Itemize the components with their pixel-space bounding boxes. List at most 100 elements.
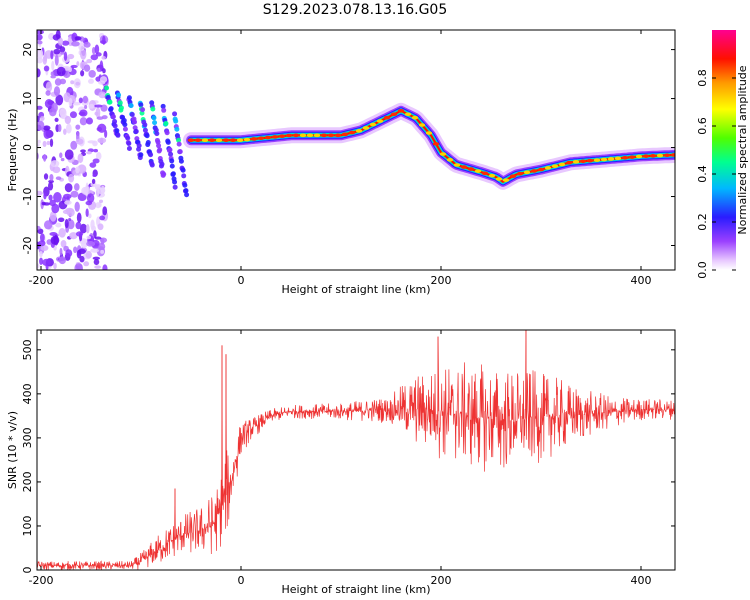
noise-blob — [54, 117, 59, 122]
ridge-core — [670, 153, 675, 157]
noise-blob — [86, 59, 93, 64]
noise-blob — [43, 192, 47, 200]
streak-blob — [148, 152, 154, 158]
snr-x-tick-label: 0 — [238, 574, 245, 587]
snr-x-tick-label: 400 — [631, 574, 652, 587]
noise-blob — [48, 194, 53, 201]
ridge-core — [341, 132, 349, 137]
streak-blob — [117, 100, 123, 106]
ridge-core — [201, 138, 209, 143]
noise-blob — [57, 217, 65, 223]
ridge-core — [194, 138, 202, 143]
noise-blob — [39, 257, 43, 265]
noise-blob — [64, 200, 72, 205]
noise-blob — [97, 137, 107, 144]
noise-blob — [75, 166, 80, 174]
noise-blob — [51, 203, 60, 214]
noise-blob — [37, 34, 43, 41]
noise-blob — [69, 232, 78, 240]
ridge-core — [509, 174, 517, 178]
streak-blob — [182, 182, 188, 188]
noise-blob — [65, 207, 74, 213]
streak-blob — [142, 122, 148, 128]
streak-blob — [156, 143, 162, 149]
figure-title: S129.2023.078.13.16.G05 — [263, 2, 448, 18]
noise-blob — [45, 90, 51, 96]
noise-blob — [43, 173, 49, 180]
ridge-core — [257, 136, 265, 141]
noise-blob — [64, 149, 74, 160]
noise-blob — [37, 190, 43, 196]
noise-blob — [53, 192, 62, 203]
streak-blob — [172, 184, 178, 190]
noise-blob — [43, 220, 53, 230]
noise-blob — [78, 111, 86, 116]
noise-blob — [43, 65, 50, 72]
ridge-core — [264, 135, 272, 140]
snr-marks — [37, 330, 675, 570]
ridge-core — [495, 177, 503, 181]
streak-blob — [178, 158, 184, 164]
colorbar-tick-label: 0.4 — [696, 165, 709, 183]
streak-blob — [138, 152, 144, 158]
ridge-core — [271, 135, 279, 139]
ridge-core — [530, 169, 538, 173]
streak-blob — [163, 120, 169, 126]
noise-blob — [79, 117, 88, 126]
noise-blob — [90, 54, 99, 61]
ridge-core — [544, 166, 552, 170]
streak-blob — [104, 85, 110, 91]
streak-blob — [183, 188, 189, 194]
streak-blob — [157, 147, 163, 153]
noise-blob — [90, 248, 99, 253]
ridge-core — [369, 122, 377, 127]
streak-blob — [133, 128, 139, 134]
noise-blob — [100, 249, 105, 254]
streak-blob — [132, 119, 138, 125]
noise-blob — [50, 71, 55, 76]
noise-blob — [80, 240, 88, 249]
noise-blob — [80, 149, 86, 153]
ridge-core — [390, 112, 398, 117]
noise-blob — [44, 99, 54, 109]
ridge-core — [663, 153, 671, 158]
ridge-core — [404, 112, 412, 117]
noise-blob — [39, 250, 43, 258]
streak-blob — [172, 179, 178, 185]
noise-blob — [99, 199, 104, 203]
noise-blob — [86, 193, 95, 203]
streak-blob — [165, 139, 171, 145]
heatmap-x-tick-label: 0 — [238, 274, 245, 287]
streak-blob — [177, 149, 183, 155]
streak-blob — [118, 105, 124, 111]
ridge-core — [600, 157, 608, 162]
noise-blob — [47, 181, 54, 191]
noise-blob — [75, 231, 84, 237]
ridge-core — [292, 133, 300, 138]
streak-blob — [161, 171, 167, 177]
ridge-core — [649, 154, 657, 158]
noise-blob — [65, 249, 73, 258]
ridge-core — [565, 160, 573, 165]
ridge-band-1 — [186, 105, 675, 187]
noise-blob — [97, 123, 107, 133]
noise-blob — [55, 176, 62, 181]
noise-blob — [101, 55, 106, 60]
noise-blob — [37, 139, 41, 144]
streak-blob — [128, 103, 134, 109]
noise-blob — [93, 148, 98, 153]
streak-blob — [116, 92, 122, 98]
noise-blob — [54, 54, 59, 66]
noise-blob — [99, 60, 104, 72]
ridge-core — [572, 160, 580, 164]
noise-blob — [85, 182, 89, 193]
heatmap-y-tick-label: 0 — [21, 144, 34, 151]
noise-blob — [99, 215, 106, 221]
noise-blob — [37, 228, 44, 235]
ridge-core — [635, 154, 643, 159]
noise-blob — [55, 30, 61, 40]
streak-blob — [169, 163, 175, 169]
noise-blob — [68, 97, 73, 107]
ridge-core — [383, 115, 391, 120]
